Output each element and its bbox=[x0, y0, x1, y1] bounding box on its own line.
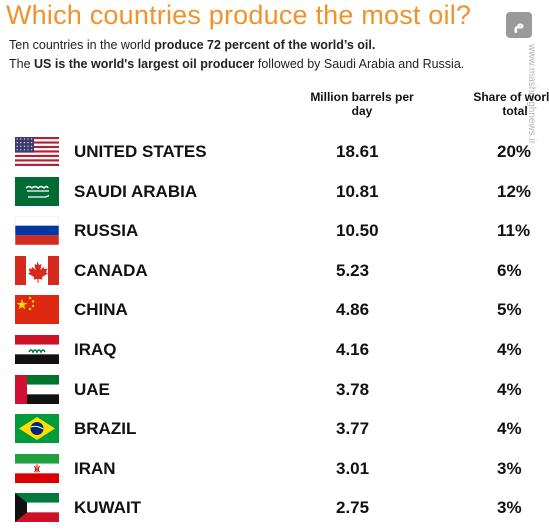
share-value: 6% bbox=[497, 260, 522, 280]
share-value: 11% bbox=[497, 221, 531, 241]
barrels-value: 3.78 bbox=[336, 379, 370, 399]
country-name: BRAZIL bbox=[74, 419, 137, 439]
share-value: 4% bbox=[497, 419, 522, 439]
share-value: 4% bbox=[497, 379, 522, 399]
country-name: CANADA bbox=[74, 260, 148, 280]
intro-line-1: Ten countries in the world produce 72 pe… bbox=[9, 38, 375, 52]
intro-highlight: produce 72 percent of the world’s oil. bbox=[154, 38, 376, 52]
barrels-value: 10.50 bbox=[336, 221, 379, 241]
table-row: CANADA 5.23 6% bbox=[0, 253, 549, 293]
watermark-logo: م bbox=[506, 12, 532, 38]
country-name: KUWAIT bbox=[74, 498, 142, 518]
brazil-flag-icon bbox=[15, 414, 59, 444]
share-value: 3% bbox=[497, 458, 522, 478]
uae-flag-icon bbox=[15, 374, 59, 404]
barrels-value: 3.01 bbox=[336, 458, 370, 478]
chart-title: Which countries produce the most oil? bbox=[6, 0, 472, 30]
china-flag-icon bbox=[15, 295, 59, 325]
table-row: UNITED STATES 18.61 20% bbox=[0, 134, 549, 174]
watermark-text: www.mashreghnews.ir bbox=[526, 44, 537, 145]
country-name: IRAQ bbox=[74, 340, 117, 359]
share-value: 4% bbox=[497, 340, 522, 359]
column-header-share: Share of world total bbox=[473, 90, 549, 118]
table-row: IRAN 3.01 3% bbox=[0, 451, 549, 491]
country-name: UNITED STATES bbox=[74, 142, 207, 161]
intro-text: followed by Saudi Arabia and Russia. bbox=[254, 57, 465, 71]
intro-text: The bbox=[9, 57, 35, 71]
kuwait-flag-icon bbox=[15, 493, 59, 523]
us-flag-icon bbox=[15, 137, 59, 167]
iran-flag-icon bbox=[15, 453, 59, 483]
barrels-value: 18.61 bbox=[336, 142, 379, 161]
table-row: KUWAIT 2.75 3% bbox=[0, 490, 549, 530]
saudi-flag-icon bbox=[15, 176, 59, 206]
table-row: CHINA 4.86 5% bbox=[0, 292, 549, 332]
country-name: RUSSIA bbox=[74, 221, 139, 241]
table-row: IRAQ 4.16 4% bbox=[0, 332, 549, 372]
column-header-barrels: Million barrels per day bbox=[310, 90, 414, 118]
russia-flag-icon bbox=[14, 215, 60, 246]
iraq-flag-icon bbox=[15, 335, 59, 364]
share-value: 3% bbox=[497, 498, 522, 518]
table-row: BRAZIL 3.77 4% bbox=[0, 411, 549, 451]
barrels-value: 4.86 bbox=[336, 300, 370, 320]
barrels-value: 3.77 bbox=[336, 419, 370, 439]
intro-line-2: The US is the world's largest oil produc… bbox=[9, 57, 464, 71]
table-row: RUSSIA 10.50 11% bbox=[0, 213, 549, 253]
share-value: 20% bbox=[497, 142, 532, 161]
table-row: SAUDI ARABIA 10.81 12% bbox=[0, 174, 549, 214]
country-name: CHINA bbox=[74, 300, 128, 320]
barrels-value: 10.81 bbox=[336, 181, 379, 201]
barrels-value: 2.75 bbox=[336, 498, 370, 518]
country-name: UAE bbox=[74, 379, 110, 399]
share-value: 5% bbox=[497, 300, 522, 320]
share-value: 12% bbox=[497, 181, 532, 201]
country-name: SAUDI ARABIA bbox=[74, 181, 198, 201]
barrels-value: 4.16 bbox=[336, 340, 370, 359]
table-row: UAE 3.78 4% bbox=[0, 372, 549, 412]
intro-text: Ten countries in the world bbox=[9, 38, 155, 52]
barrels-value: 5.23 bbox=[336, 260, 370, 280]
country-name: IRAN bbox=[74, 458, 116, 478]
intro-highlight: US is the world's largest oil producer bbox=[34, 57, 255, 71]
canada-flag-icon bbox=[15, 255, 59, 285]
